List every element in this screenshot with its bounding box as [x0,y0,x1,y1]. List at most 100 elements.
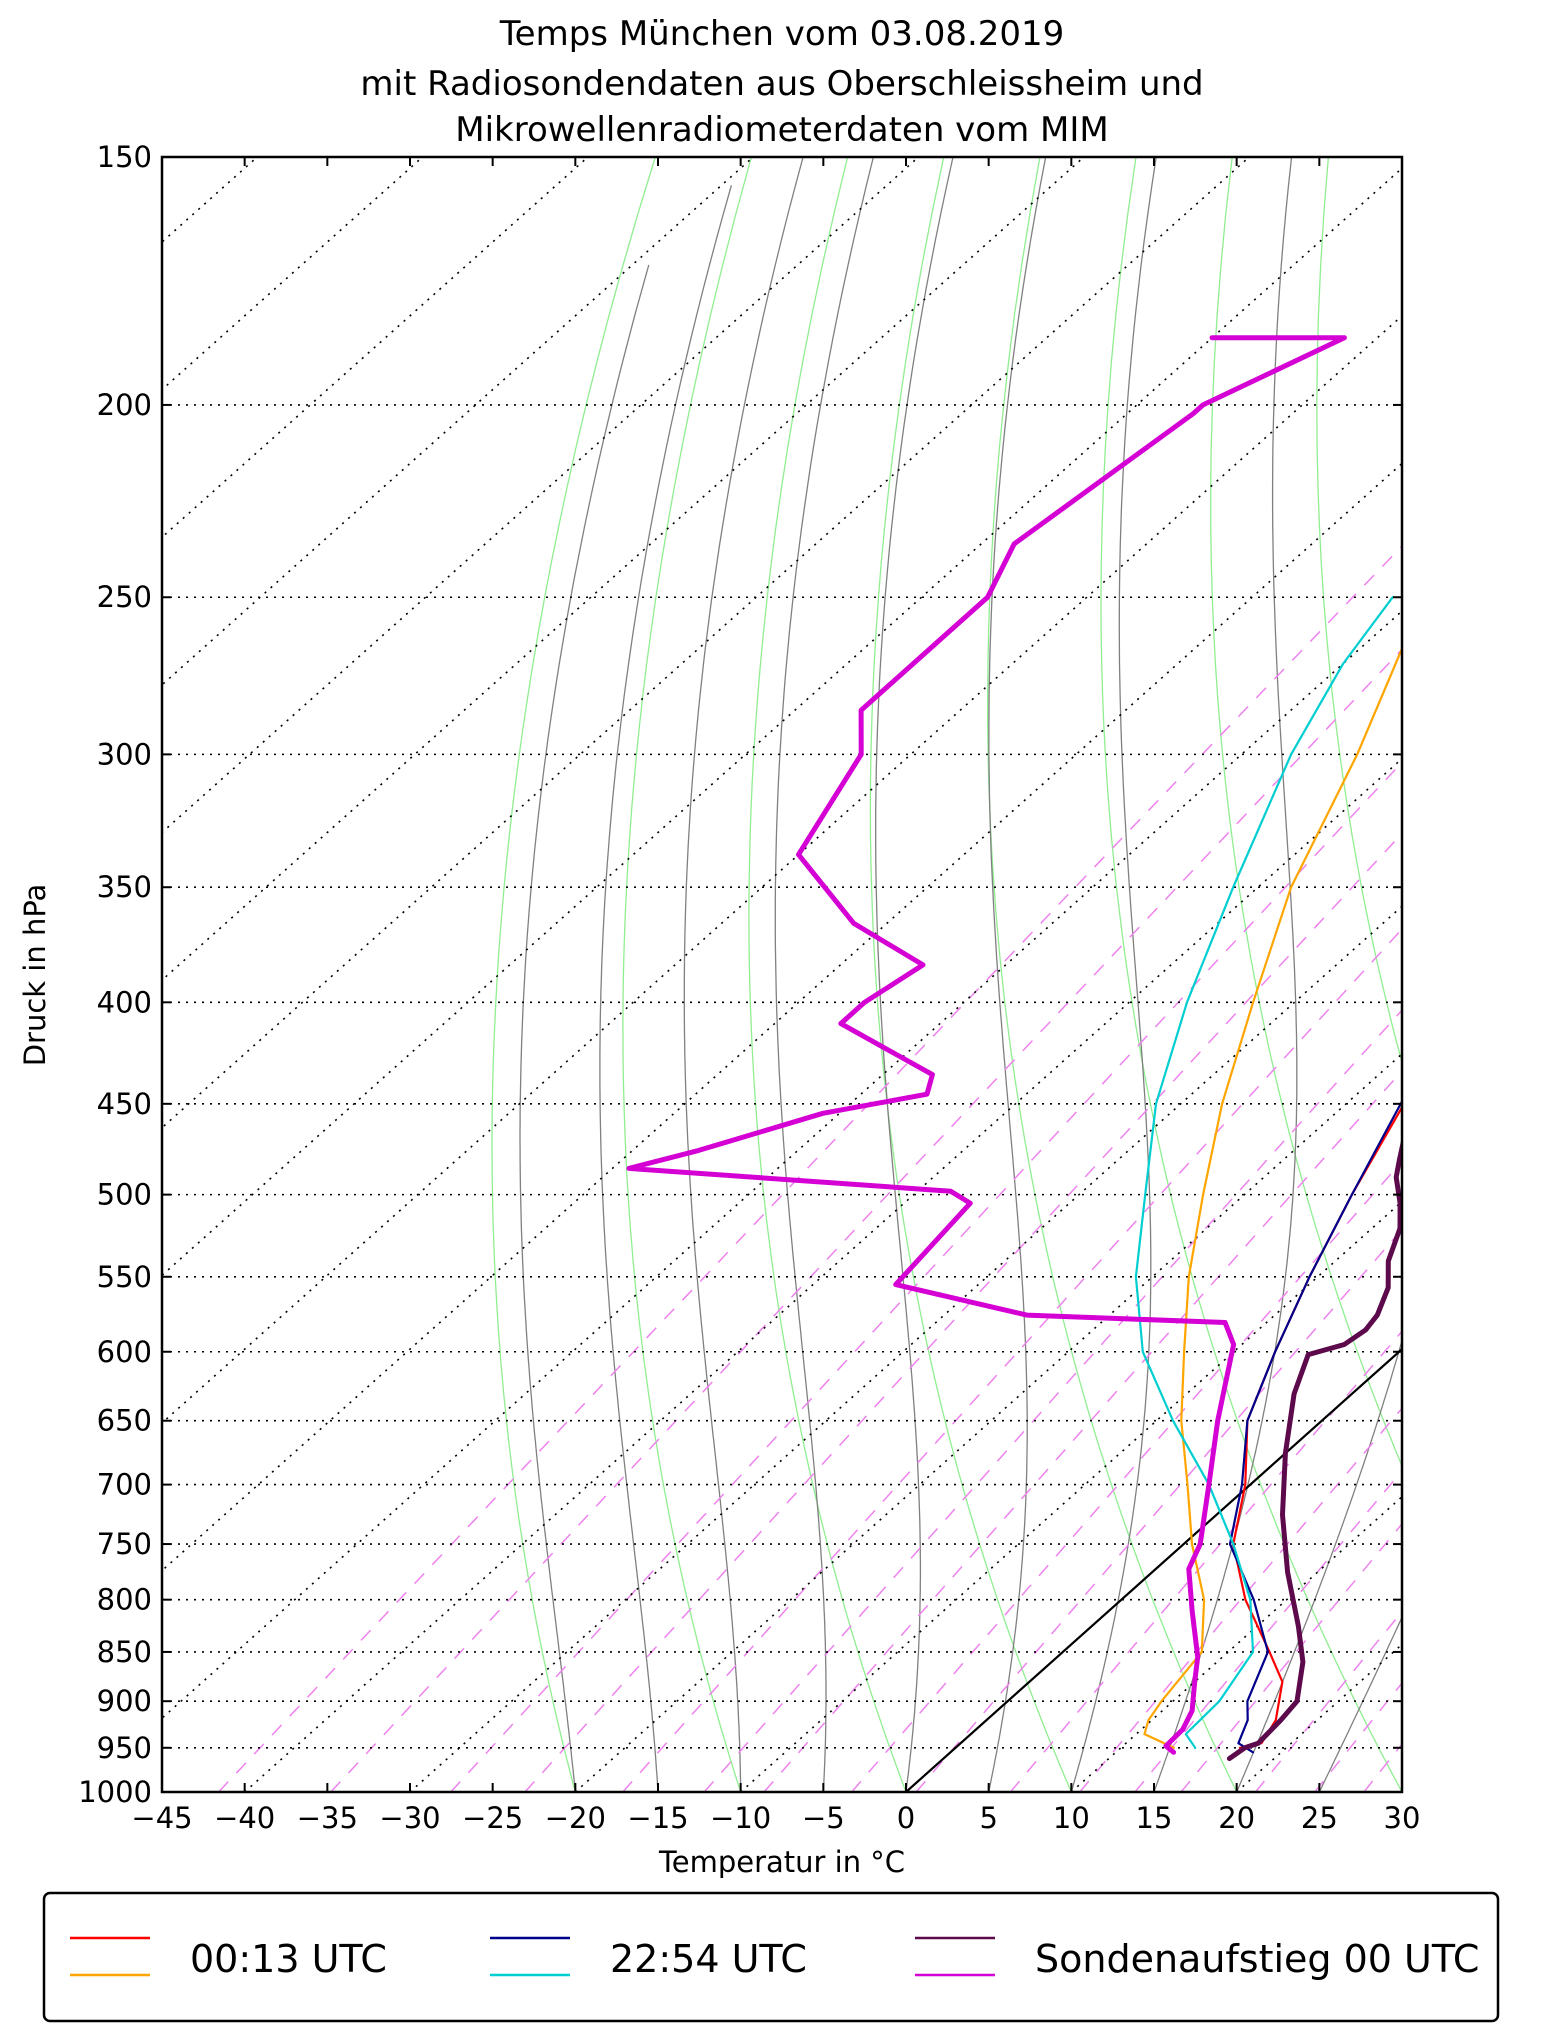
moist-adiabats [519,157,1542,1792]
dry-adiabats [491,157,1542,1792]
x-tick-label: −45 [131,1801,192,1835]
skewed-isotherm [162,157,1250,1129]
x-axis-label: Temperatur in °C [658,1845,905,1879]
x-tick-label: 15 [1136,1801,1173,1835]
series-line-3 [1228,1099,1402,1754]
x-tick-label: −40 [214,1801,275,1835]
skewed-isotherm [740,1200,1402,1792]
skewed-isotherm [162,314,1402,1425]
y-axis-label: Druck in hPa [18,884,52,1067]
mixing-ratio-lines [218,405,1542,1792]
moist-adiabat [519,264,650,1792]
skewed-isotherm [162,157,424,391]
skewed-isotherm [162,157,589,539]
legend-entry-3: Sondenaufstieg 00 UTC [915,1936,1479,1981]
title-line-1: Temps München vom 03.08.2019 [499,14,1065,54]
mixing-ratio-line [1079,1407,1402,1792]
legend: 00:13 UTC 22:54 UTC Sondenaufstieg 00 UTC [42,1891,1500,2023]
dry-adiabat [1316,157,1402,1065]
x-tick-label: −20 [545,1801,606,1835]
legend-label: 22:54 UTC [610,1937,807,1981]
y-tick-label: 500 [97,1178,152,1212]
dry-adiabat [1210,157,1402,1468]
plot-area [162,157,1542,1792]
moist-adiabat [1485,157,1542,1792]
dry-adiabat [1420,157,1542,1792]
mixing-ratio-line [1134,1469,1402,1792]
skewed-isotherm [1070,1495,1402,1792]
mixing-ratio-line [915,1228,1402,1792]
dry-adiabat [1100,157,1402,1792]
dry-adiabat [622,157,753,1792]
legend-entry-2: 22:54 UTC [490,1936,807,1981]
mixing-ratio-line [524,832,1402,1792]
dry-adiabat [491,157,656,1792]
y-tick-label: 700 [97,1468,152,1502]
skewed-isotherm [1401,1790,1402,1792]
mixing-ratio-line [851,1160,1402,1792]
series-line-5 [1226,1136,1402,1762]
mixing-ratio-line [218,544,1402,1792]
y-tick-label: 300 [97,737,152,771]
x-tick-label: 20 [1218,1801,1255,1835]
skewed-isotherm [1236,1643,1402,1792]
x-tick-label: −5 [802,1801,845,1835]
chart-title: Temps München vom 03.08.2019 mit Radioso… [360,14,1203,150]
x-tick-label: 30 [1384,1801,1421,1835]
mixing-ratio-line [1255,1610,1402,1792]
y-tick-label: 750 [97,1527,152,1561]
mixing-ratio-line [1180,1522,1402,1792]
mixing-ratio-line [703,1009,1402,1792]
legend-frame [42,1891,1500,2023]
mixing-ratio-line [1363,1742,1402,1792]
x-tick-label: 25 [1301,1801,1338,1835]
skewed-isotherms [162,157,1402,1792]
plot-frame [160,155,1404,1794]
moist-adiabat [988,157,1047,1792]
moist-adiabat [875,157,954,1792]
skewed-isotherm [162,167,1402,1277]
moist-adiabat [1153,157,1298,1792]
skewed-isotherm [574,1052,1402,1792]
x-tick-label: 10 [1053,1801,1090,1835]
moist-adiabat [1236,1338,1402,1792]
x-axis-ticks: −45 −40 −35 −30 −25 −20 −15 −10 −5 0 5 10 15 20 25 30 [131,157,1420,1835]
pressure-gridlines [162,157,1402,1792]
mixing-ratio-line [1009,1330,1402,1792]
y-tick-label: 650 [97,1404,152,1438]
dry-adiabat [748,157,907,1792]
profile-series [626,335,1402,1762]
mixing-ratio-line [1406,405,1542,1792]
y-tick-label: 400 [97,985,152,1019]
x-tick-label: −35 [297,1801,358,1835]
x-tick-label: −25 [462,1801,523,1835]
y-tick-label: 250 [97,580,152,614]
skewed-isotherm [162,462,1402,1572]
y-tick-label: 550 [97,1260,152,1294]
skewed-isotherm [244,757,1402,1792]
y-tick-label: 350 [97,870,152,904]
moist-adiabat [599,185,733,1792]
moist-adiabat [1070,157,1157,1792]
mixing-ratio-line [1314,1681,1402,1792]
skewed-isotherm [409,905,1402,1792]
title-line-2: mit Radiosondendaten aus Oberschleisshei… [360,64,1203,104]
dry-adiabat [1520,157,1542,1792]
zero-isotherm [905,1347,1402,1792]
series-line-2 [1143,645,1402,1749]
y-tick-label: 800 [97,1583,152,1617]
series-line-1 [1232,1105,1402,1749]
moist-adiabat [774,157,875,1792]
x-tick-label: 5 [979,1801,997,1835]
y-tick-label: 600 [97,1335,152,1369]
x-tick-label: −10 [710,1801,771,1835]
mixing-ratio-line [763,1069,1402,1792]
legend-label: Sondenaufstieg 00 UTC [1035,1937,1479,1981]
y-tick-label: 200 [97,388,152,422]
x-tick-label: −15 [627,1801,688,1835]
y-tick-label: 850 [97,1635,152,1669]
x-tick-label: 0 [897,1801,915,1835]
mixing-ratio-line [1443,405,1542,1792]
title-line-3: Mikrowellenradiometerdaten vom MIM [455,110,1108,150]
